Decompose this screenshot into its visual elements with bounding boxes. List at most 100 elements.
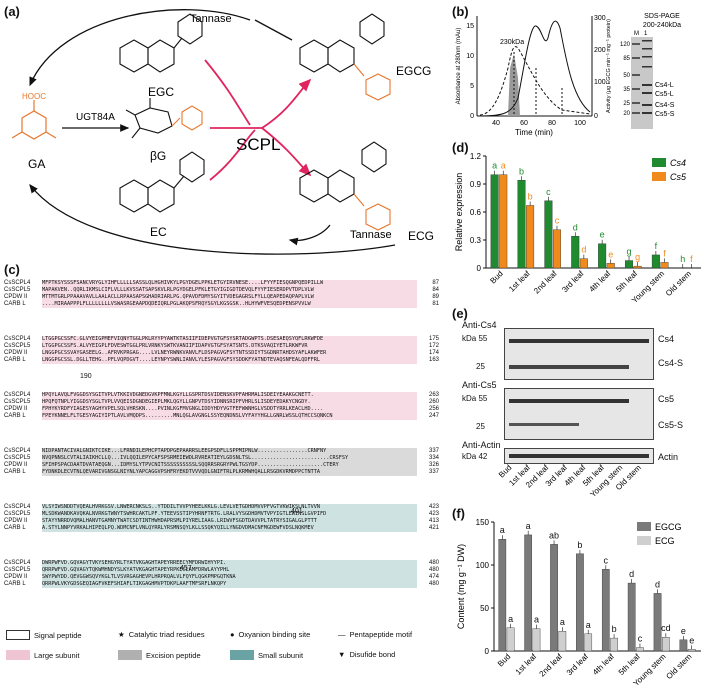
sequence-name: CARB L: [4, 469, 26, 475]
significance-letter: f: [663, 248, 666, 258]
alignment-row: CARB L FPEYKNNELFLTGESYAGIYIPTLAVLVMQDPS.…: [4, 413, 439, 420]
sequence-text: FPEYKNNELFLTGESYAGIYIPTLAVLVMQDPS.......…: [42, 413, 417, 420]
alignment-block: CsSCPL4 MFPTKSYSSSFSANCVRYGLYIHFLLLLLSASS…: [4, 280, 439, 308]
sequence-text: STAYYNRRDVQMALHANVTGAMNYTWATCSDTINTHWHDA…: [42, 518, 417, 525]
sequence-text: MAPAKVEN..QQRLIKMSLCIFLVLLLKVSSATSAPSKVL…: [42, 287, 417, 294]
bar-ecg: [687, 649, 696, 652]
tannase-top-label: Tannase: [190, 13, 232, 25]
sequence-text: FPHYKYRDFYIAGESYAGHYVPELSQLVHRSKN....PVI…: [42, 406, 417, 413]
sequence-name: CsSCPL5: [4, 399, 31, 405]
significance-letter: b: [528, 191, 533, 201]
category-label: Old stem: [664, 269, 693, 298]
significance-letter: ab: [549, 530, 559, 540]
star-icon: ★: [118, 630, 125, 639]
y-tick-label: 100: [476, 561, 490, 570]
kda-label: kDa 55: [462, 334, 488, 343]
significance-letter: h: [680, 254, 685, 264]
ecg-structure: [299, 141, 387, 203]
sequence-text: SFIHPSPACDAATDVATAEQGN...IDMYSLYTPVCNITS…: [42, 462, 417, 469]
ecg-label: ECG: [408, 229, 434, 243]
kda-label: kDa 42: [462, 452, 488, 461]
blot-cs5: [504, 388, 654, 440]
bar-egcg: [601, 569, 610, 652]
sequence-number: 263: [428, 392, 439, 398]
sequence-number: 337: [428, 469, 439, 475]
bar-ecg: [558, 631, 567, 652]
significance-letter: e: [681, 626, 686, 636]
sequence-text: LTGGPGCSSFC.GLVYEIGPMEFVIQNYTGGLPKLRYYPY…: [42, 336, 417, 343]
sequence-name: CARB L: [4, 357, 26, 363]
sequence-name: CPDW II: [4, 294, 28, 300]
sds-title: SDS-PAGE: [644, 13, 680, 20]
category-label: 5th leaf: [614, 269, 639, 294]
sequence-number: 89: [432, 294, 439, 300]
sequence-name: CARB L: [4, 413, 26, 419]
bar-ecg: [532, 628, 541, 652]
significance-letter: f: [655, 241, 658, 251]
bar-cs5: [579, 258, 588, 269]
significance-letter: d: [655, 579, 660, 589]
y-tick-label: 0: [485, 647, 490, 656]
bar-ecg: [610, 637, 618, 652]
alignment-row: CsSCPL4 HPQYLAVQLFVGGDSYSGITVPLVTKKIVDGNE…: [4, 392, 439, 399]
category-label: 1st leaf: [514, 652, 539, 677]
sequence-number: 474: [428, 574, 439, 580]
ec-structure: [119, 151, 205, 213]
y-tick-label: 0.6: [470, 208, 482, 217]
y-tick: 10: [466, 53, 474, 60]
legend-label: ECG: [655, 536, 675, 546]
legend-excision: Excision peptide: [118, 650, 201, 660]
scpl-label: SCPL: [236, 135, 280, 154]
y-tick: 5: [470, 83, 474, 90]
significance-letter: c: [638, 634, 643, 644]
alignment-row: CsSCPL4 VLSYIWSNDDTVQEALHVRKGSV.LNWERCNKS…: [4, 504, 439, 511]
kda-label: 25: [476, 362, 485, 371]
bar-egcg: [653, 593, 662, 652]
sequence-number: 480: [428, 567, 439, 573]
panel-label-a: (a): [4, 4, 20, 19]
significance-letter: d: [573, 222, 578, 232]
sequence-name: CsSCPL4: [4, 448, 31, 454]
x-axis-label: Time (min): [515, 128, 553, 137]
sequence-name: CsSCPL4: [4, 504, 31, 510]
legend-large: Large subunit: [6, 650, 79, 660]
legend-small: Small subunit: [230, 650, 303, 660]
sequence-number: 81: [432, 301, 439, 307]
bar-cs4: [571, 236, 580, 269]
pathway-diagram: Tannase Tannase HOOC GA UGT84A βG EGC EC: [11, 9, 434, 255]
significance-letter: c: [604, 555, 609, 565]
sequence-number: 87: [432, 280, 439, 286]
band-label: Cs4-L: [655, 82, 674, 89]
y-tick-label: 0.3: [470, 236, 482, 245]
alignment-row: CARB L FYDNKDLECVTNLQEVARIVGNSGLNIYNLYAPC…: [4, 469, 439, 476]
significance-letter: f: [690, 254, 693, 264]
bar-cs4: [651, 254, 660, 269]
egcg-label: EGCG: [396, 64, 431, 78]
sequence-name: CsSCPL4: [4, 336, 31, 342]
alignment-row: CPDW II LNGGPGCSSVAYGASEELG..AFRVKPRGAG..…: [4, 350, 439, 357]
y-axis-label: Relative expression: [454, 173, 464, 252]
marker-label: 85: [623, 56, 630, 62]
sequence-name: CsSCPL4: [4, 560, 31, 566]
significance-letter: a: [534, 615, 539, 625]
significance-letter: g: [635, 252, 640, 262]
band-cs4: Cs4: [658, 334, 675, 344]
panel-label-c: (c): [4, 262, 20, 277]
alignment-row: CsSCPL5 LTGGPGCSSFS.ALVYEIGPLFDVESWTGGLPR…: [4, 343, 439, 350]
bg-label: βG: [150, 149, 166, 163]
alignment-row: CPDW II STAYYNRRDVQMALHANVTGAMNYTWATCSDTI…: [4, 518, 439, 525]
sequence-text: NVQPNNSLCVTALIAIKHCLLQ...IVLQQILEPYCAFSP…: [42, 455, 417, 462]
kda-label: kDa 55: [462, 394, 488, 403]
sequence-text: FYDNKDLECVTNLQEVARIVGNSGLNIYNLYAPCAGGVPS…: [42, 469, 417, 476]
category-label: Old stem: [664, 652, 693, 681]
sequence-number: 163: [428, 357, 439, 363]
bar-cs4: [490, 174, 499, 269]
sequence-name: CARB L: [4, 301, 26, 307]
category-label: 3rd leaf: [565, 652, 591, 678]
panel-label-f: (f): [452, 506, 465, 521]
sequence-text: SWYPWYDD.QEVGGWSQVYKGLTLVSVRGAGHEVPLHRPR…: [42, 574, 417, 581]
category-label: 4th leaf: [587, 269, 612, 294]
significance-letter: c: [555, 216, 560, 226]
significance-letter: a: [492, 161, 497, 171]
sequence-name: CsSCPL4: [4, 280, 31, 286]
